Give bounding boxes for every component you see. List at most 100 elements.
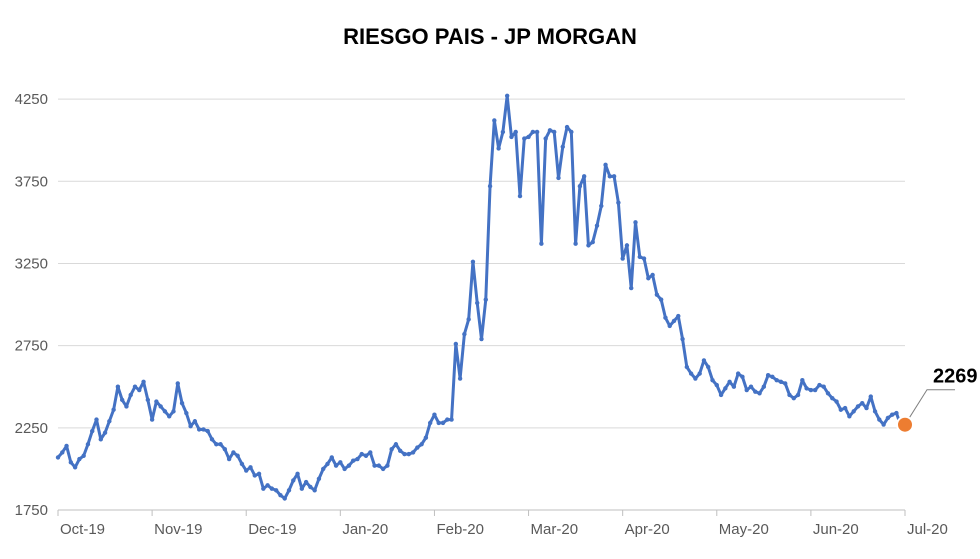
x-tick-label: Jun-20	[813, 521, 859, 538]
series-marker	[620, 256, 624, 260]
series-marker	[432, 412, 436, 416]
series-marker	[543, 136, 547, 140]
series-marker	[415, 445, 419, 449]
series-marker	[274, 488, 278, 492]
series-marker	[612, 174, 616, 178]
series-marker	[116, 385, 120, 389]
series-marker	[873, 409, 877, 413]
series-marker	[727, 380, 731, 384]
series-marker	[591, 240, 595, 244]
series-marker	[188, 424, 192, 428]
series-marker	[240, 462, 244, 466]
series-marker	[462, 332, 466, 336]
series-marker	[197, 427, 201, 431]
series-marker	[218, 442, 222, 446]
series-marker	[770, 375, 774, 379]
series-marker	[668, 324, 672, 328]
series-marker	[625, 243, 629, 247]
x-tick-label: Feb-20	[436, 521, 484, 538]
series-marker	[325, 462, 329, 466]
series-marker	[90, 429, 94, 433]
series-marker	[210, 437, 214, 441]
series-marker	[321, 467, 325, 471]
series-marker	[449, 417, 453, 421]
series-marker	[526, 135, 530, 139]
series-marker	[454, 342, 458, 346]
series-marker	[180, 401, 184, 405]
series-marker	[257, 472, 261, 476]
series-marker	[466, 317, 470, 321]
series-marker	[351, 458, 355, 462]
series-marker	[137, 388, 141, 392]
chart-svg: 175022502750325037504250Oct-19Nov-19Dec-…	[0, 0, 980, 559]
series-marker	[659, 297, 663, 301]
series-marker	[851, 409, 855, 413]
end-marker	[897, 417, 913, 433]
series-marker	[107, 419, 111, 423]
series-marker	[894, 411, 898, 415]
x-tick-label: Oct-19	[60, 521, 105, 538]
series-marker	[740, 375, 744, 379]
plot-area	[58, 58, 905, 510]
series-marker	[890, 412, 894, 416]
series-marker	[496, 146, 500, 150]
series-marker	[214, 442, 218, 446]
series-marker	[603, 163, 607, 167]
series-marker	[150, 417, 154, 421]
series-marker	[552, 130, 556, 134]
series-marker	[411, 450, 415, 454]
series-marker	[800, 378, 804, 382]
series-marker	[762, 385, 766, 389]
series-marker	[646, 276, 650, 280]
series-marker	[869, 394, 873, 398]
end-leader	[905, 390, 955, 425]
series-marker	[398, 449, 402, 453]
series-marker	[509, 135, 513, 139]
series-marker	[103, 431, 107, 435]
series-marker	[64, 444, 68, 448]
series-marker	[304, 480, 308, 484]
series-marker	[261, 486, 265, 490]
series-marker	[638, 255, 642, 259]
chart-container: RIESGO PAIS - JP MORGAN 1750225027503250…	[0, 0, 980, 559]
series-marker	[864, 406, 868, 410]
series-marker	[330, 455, 334, 459]
series-marker	[586, 243, 590, 247]
series-marker	[672, 319, 676, 323]
series-marker	[270, 486, 274, 490]
series-marker	[565, 125, 569, 129]
series-marker	[650, 273, 654, 277]
series-marker	[394, 442, 398, 446]
y-tick-label: 2250	[15, 420, 48, 437]
series-marker	[479, 337, 483, 341]
series-marker	[176, 381, 180, 385]
series-marker	[158, 404, 162, 408]
series-marker	[702, 358, 706, 362]
series-marker	[736, 371, 740, 375]
series-marker	[248, 465, 252, 469]
series-marker	[757, 391, 761, 395]
series-marker	[295, 472, 299, 476]
series-marker	[710, 378, 714, 382]
series-marker	[783, 381, 787, 385]
series-marker	[381, 467, 385, 471]
series-marker	[719, 393, 723, 397]
series-marker	[779, 380, 783, 384]
series-marker	[749, 385, 753, 389]
series-marker	[745, 388, 749, 392]
series-marker	[146, 398, 150, 402]
series-marker	[809, 388, 813, 392]
series-marker	[99, 437, 103, 441]
series-marker	[663, 315, 667, 319]
series-marker	[774, 378, 778, 382]
y-tick-label: 3250	[15, 255, 48, 272]
series-marker	[235, 454, 239, 458]
series-marker	[111, 408, 115, 412]
series-marker	[193, 419, 197, 423]
series-marker	[753, 389, 757, 393]
series-marker	[582, 174, 586, 178]
series-marker	[535, 130, 539, 134]
series-marker	[60, 450, 64, 454]
series-marker	[308, 485, 312, 489]
series-marker	[223, 447, 227, 451]
